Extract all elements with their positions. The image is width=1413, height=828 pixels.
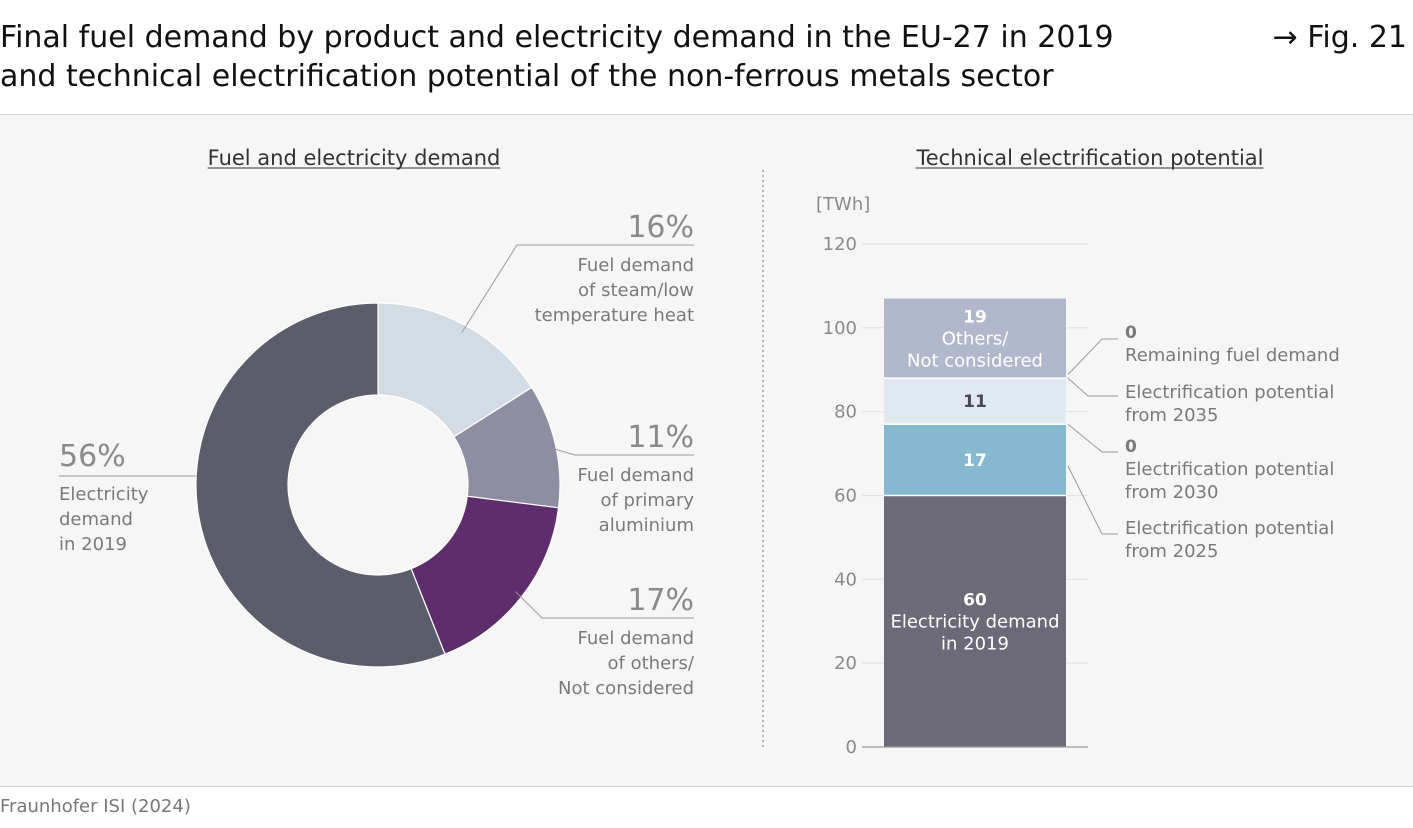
bar-segment-0 [884, 495, 1066, 747]
donut-chart-title: Fuel and electricity demand [208, 146, 501, 170]
y-tick-120: 120 [823, 234, 857, 255]
slice-label-0-0: Fuel demand [578, 255, 694, 276]
segment-label-0-1: Electricity demand [890, 611, 1059, 632]
segment-label-5-0: 19 [963, 307, 987, 327]
segment-label-1-0: 17 [963, 451, 987, 471]
figure-title: Final fuel demand by product and electri… [0, 18, 1180, 96]
donut-slice-2 [410, 495, 560, 655]
header-divider [0, 114, 1413, 115]
slice-label-3-1: demand [59, 509, 133, 530]
legend-text-3-1: from 2025 [1125, 541, 1218, 562]
slice-label-1-1: of primary [600, 490, 694, 511]
slice-label-3-0: Electricity [59, 484, 149, 505]
slice-label-2-0: Fuel demand [578, 628, 694, 649]
y-tick-100: 100 [823, 318, 857, 339]
y-tick-40: 40 [834, 569, 857, 590]
legend-leader-1 [1067, 377, 1118, 397]
legend-text-1-1: from 2035 [1125, 405, 1218, 426]
legend-leader-2 [1067, 423, 1118, 453]
bar-segment-3 [884, 378, 1066, 425]
y-tick-0: 0 [846, 737, 857, 758]
leader-line-0 [461, 244, 694, 333]
donut-slice-0 [377, 302, 533, 438]
title-line-2: and technical electrification potential … [0, 59, 1054, 94]
segment-label-5-2: Not considered [907, 350, 1043, 371]
source-note: Fraunhofer ISI (2024) [0, 796, 191, 817]
legend-leader-0 [1067, 338, 1118, 375]
legend-text-2-0: Electrification potential [1125, 459, 1334, 480]
y-tick-20: 20 [834, 653, 857, 674]
slice-percent-1: 11% [627, 420, 694, 455]
slice-label-2-1: of others/ [608, 653, 695, 674]
segment-label-3-0: 11 [963, 392, 987, 412]
legend-text-1-0: Electrification potential [1125, 382, 1334, 403]
slice-label-1-0: Fuel demand [578, 465, 694, 486]
segment-label-0-2: in 2019 [941, 633, 1009, 654]
leader-line-2 [515, 591, 694, 619]
bar-chart-title: Technical electrification potential [916, 146, 1264, 170]
donut-chart: Fuel and electricity demand 16% Fuel dema… [59, 146, 695, 699]
stacked-bar-chart: Technical electrification potential [TWh… [816, 146, 1340, 758]
segment-label-0-0: 60 [963, 590, 987, 610]
slice-label-3-2: in 2019 [59, 534, 127, 555]
legend-text-0-0: Remaining fuel demand [1125, 345, 1340, 366]
legend-value-2: 0 [1125, 437, 1137, 457]
bar-segment-5 [884, 298, 1066, 379]
footer-divider [0, 786, 1413, 787]
figure-reference: → Fig. 21 [1272, 20, 1407, 55]
y-tick-80: 80 [834, 402, 857, 423]
bar-segment-1 [884, 424, 1066, 496]
leader-line-1 [547, 446, 694, 456]
title-line-1: Final fuel demand by product and electri… [0, 20, 1114, 55]
slice-percent-3: 56% [59, 439, 126, 474]
segment-label-5-1: Others/ [942, 328, 1009, 349]
y-tick-60: 60 [834, 486, 857, 507]
legend-leader-3 [1067, 465, 1118, 535]
legend-text-3-0: Electrification potential [1125, 518, 1334, 539]
slice-label-0-2: temperature heat [535, 305, 694, 326]
donut-slice-3 [195, 302, 446, 668]
legend-text-2-1: from 2030 [1125, 482, 1218, 503]
slice-percent-2: 17% [627, 583, 694, 618]
slice-label-2-2: Not considered [558, 678, 694, 699]
slice-percent-0: 16% [627, 210, 694, 245]
slice-label-1-2: aluminium [599, 515, 694, 536]
y-axis-unit: [TWh] [816, 194, 870, 215]
legend-value-0: 0 [1125, 323, 1137, 343]
slice-label-0-1: of steam/low [578, 280, 694, 301]
